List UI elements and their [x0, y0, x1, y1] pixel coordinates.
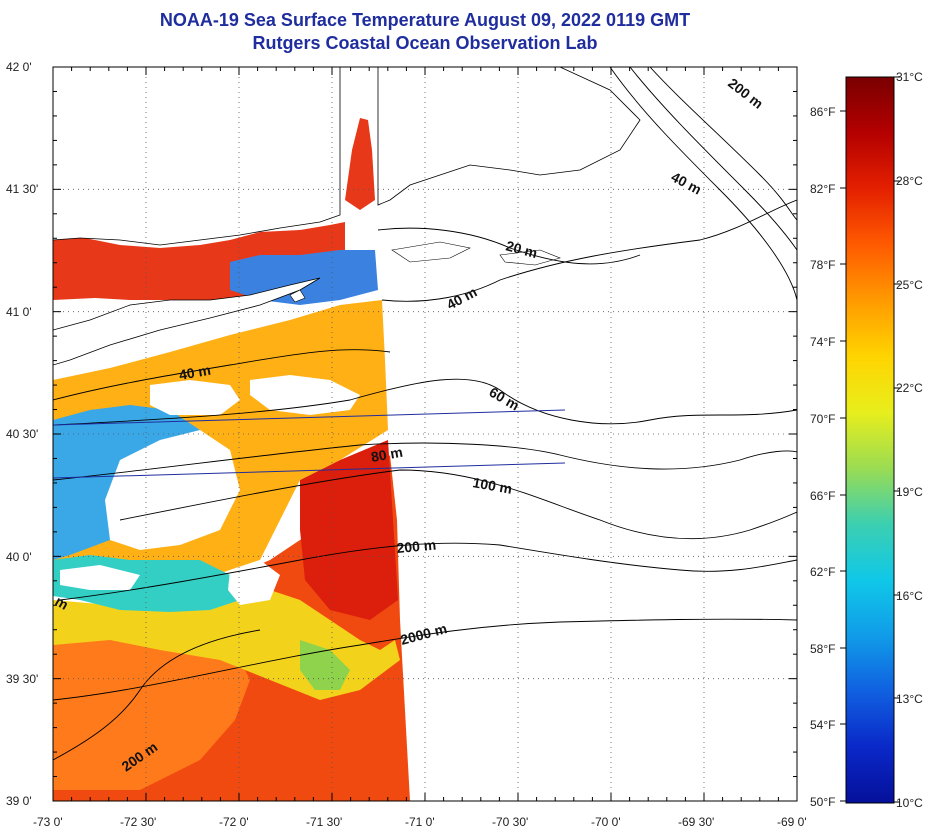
map-title: NOAA-19 Sea Surface Temperature August 0… [159, 10, 691, 30]
map-subtitle: Rutgers Coastal Ocean Observation Lab [252, 33, 598, 53]
fahrenheit-label: 74°F [810, 335, 835, 349]
swath-edge-1 [52, 409, 566, 426]
contour-ne-3 [649, 67, 797, 221]
lon-label: -71 0' [405, 815, 435, 829]
sst-cloud-gap-3 [150, 380, 240, 415]
lon-label: -70 0' [591, 815, 621, 829]
fahrenheit-label: 70°F [810, 412, 835, 426]
contour-label: 60 m [487, 384, 523, 414]
lat-label: 41 0' [6, 305, 32, 319]
fahrenheit-label: 66°F [810, 489, 835, 503]
sst-narragansett [345, 118, 375, 210]
longitude-axis: -73 0' -72 30' -72 0' -71 30' -71 0' -70… [33, 815, 807, 829]
connecticut-coast [53, 67, 341, 246]
celsius-labels: 31°C 28°C 25°C 22°C 19°C 16°C 13°C 10°C [896, 70, 923, 810]
fahrenheit-label: 58°F [810, 642, 835, 656]
latitude-axis: 42 0' 41 30' 41 0' 40 30' 40 0' 39 30' 3… [6, 60, 38, 808]
contour-60m [53, 378, 797, 426]
celsius-label: 25°C [896, 278, 923, 292]
contour-label: 20 m [504, 237, 539, 261]
bathymetry-contours [53, 67, 797, 761]
celsius-label: 28°C [896, 174, 923, 188]
contour-label: 100 m [471, 474, 513, 497]
celsius-label: 10°C [896, 796, 923, 810]
celsius-label: 31°C [896, 70, 923, 84]
contour-40m-west [53, 349, 391, 401]
contour-20m [377, 227, 641, 265]
sst-swath [53, 118, 410, 801]
block-island [289, 289, 306, 303]
lon-label: -72 0' [219, 815, 249, 829]
colorbar-ticks [840, 76, 900, 803]
contour-ne-2 [629, 67, 797, 251]
sst-cloud-gap-4 [250, 375, 360, 415]
fahrenheit-label: 86°F [810, 105, 835, 119]
lat-label: 40 30' [6, 427, 38, 441]
lat-label: 40 0' [6, 550, 32, 564]
fahrenheit-label: 82°F [810, 182, 835, 196]
fahrenheit-label: 50°F [810, 795, 835, 809]
contour-ne-200m [609, 67, 797, 301]
sst-cloud-gap-1 [105, 430, 240, 550]
celsius-label: 16°C [896, 589, 923, 603]
fahrenheit-label: 54°F [810, 718, 835, 732]
long-island [53, 277, 321, 366]
contour-label: 40 m [444, 284, 480, 313]
colorbar [845, 76, 895, 804]
lat-label: 39 0' [6, 794, 32, 808]
fahrenheit-labels: 86°F 82°F 78°F 74°F 70°F 66°F 62°F 58°F … [810, 105, 835, 809]
lon-label: -69 30' [678, 815, 714, 829]
lon-label: -73 0' [33, 815, 63, 829]
fahrenheit-label: 62°F [810, 565, 835, 579]
contour-label: 40 m [178, 362, 212, 383]
lat-label: 39 30' [6, 672, 38, 686]
sst-cloud-gap-2 [60, 565, 140, 590]
lat-label: 41 30' [6, 182, 38, 196]
frame-ticks [52, 66, 798, 802]
swath-edge-2 [52, 462, 566, 479]
contour-80m [53, 442, 797, 481]
cape-cod-land [377, 67, 641, 206]
swath-edges [52, 409, 566, 479]
celsius-label: 22°C [896, 381, 923, 395]
lon-label: -69 0' [777, 815, 807, 829]
contour-40m-east [381, 199, 797, 302]
lon-label: -70 30' [492, 815, 528, 829]
contour-2000m [53, 618, 797, 701]
fahrenheit-label: 78°F [810, 258, 835, 272]
lon-label: -72 30' [120, 815, 156, 829]
contour-200m-south [53, 629, 261, 761]
grid-lines [53, 67, 797, 801]
contour-100m [119, 469, 797, 540]
lon-label: -71 30' [306, 815, 342, 829]
lat-label: 42 0' [6, 60, 32, 74]
contour-label: 40 m [669, 169, 705, 198]
contour-label: 200 m [725, 75, 766, 112]
nantucket [499, 249, 561, 266]
celsius-label: 13°C [896, 692, 923, 706]
contour-200m [59, 542, 797, 601]
contour-label: 2000 m [399, 620, 449, 648]
sst-red-core [300, 440, 398, 620]
marthas-vineyard [391, 241, 471, 263]
contour-label: 200 m [396, 537, 437, 556]
land-mask [53, 67, 641, 366]
celsius-label: 19°C [896, 485, 923, 499]
contour-label: 80 m [370, 444, 404, 465]
sst-green-patch [300, 640, 350, 690]
